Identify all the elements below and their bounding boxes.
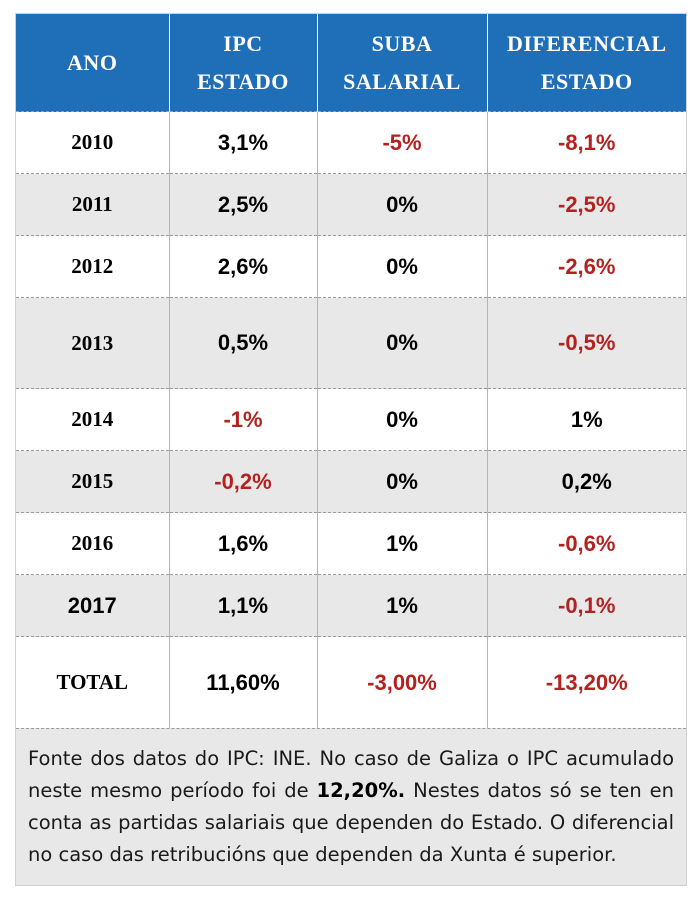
suba-cell: -5% [316, 111, 487, 174]
data-table-container: ANO IPC ESTADO SUBA SALARIAL DIFERENCIAL ES… [15, 13, 687, 886]
year-cell: 2012 [16, 235, 169, 298]
note-highlight: 12,20%. [316, 779, 406, 802]
diferencial-cell: -0,6% [486, 512, 686, 575]
year-cell: 2016 [16, 512, 169, 575]
ipc-cell: -0,2% [168, 450, 317, 513]
year-cell: 2010 [16, 111, 169, 174]
table-row: 2016 1,6% 1% -0,6% [16, 512, 686, 575]
header-label: SUBA [371, 30, 433, 56]
total-ipc-cell: 11,60% [168, 636, 317, 728]
diferencial-cell: 0,2% [486, 450, 686, 513]
header-label: SALARIAL [343, 68, 461, 94]
diferencial-cell: -8,1% [486, 111, 686, 174]
suba-cell: 0% [316, 297, 487, 389]
ipc-cell: 2,6% [168, 235, 317, 298]
table-row: 2012 2,6% 0% -2,6% [16, 235, 686, 298]
ipc-cell: 1,1% [168, 574, 317, 637]
diferencial-cell: -0,5% [486, 297, 686, 389]
year-cell: 2015 [16, 450, 169, 513]
total-diferencial-cell: -13,20% [486, 636, 686, 728]
note-text-part2: Nestes datos só se ten en conta as parti… [28, 779, 674, 866]
header-label: IPC [223, 30, 263, 56]
note-text-part1: Fonte dos datos do IPC: INE. No caso de … [28, 747, 674, 802]
header-suba: SUBA SALARIAL [316, 14, 487, 112]
table-row: 2015 -0,2% 0% 0,2% [16, 450, 686, 513]
total-suba-cell: -3,00% [316, 636, 487, 728]
header-diferencial: DIFERENCIAL ESTADO [486, 14, 686, 112]
header-label: DIFERENCIAL [506, 30, 667, 56]
header-ipc: IPC ESTADO [168, 14, 317, 112]
year-cell: 2017 [16, 574, 169, 637]
table-row: 2014 -1% 0% 1% [16, 388, 686, 451]
suba-cell: 1% [316, 574, 487, 637]
diferencial-cell: -2,5% [486, 173, 686, 236]
ipc-cell: 2,5% [168, 173, 317, 236]
year-cell: 2011 [16, 173, 169, 236]
suba-cell: 0% [316, 235, 487, 298]
ipc-table: ANO IPC ESTADO SUBA SALARIAL DIFERENCIAL ES… [16, 14, 686, 728]
suba-cell: 0% [316, 173, 487, 236]
header-label: ANO [67, 49, 118, 75]
year-cell: 2014 [16, 388, 169, 451]
table-row: 2013 0,5% 0% -0,5% [16, 297, 686, 389]
ipc-cell: 1,6% [168, 512, 317, 575]
ipc-cell: 3,1% [168, 111, 317, 174]
source-note: Fonte dos datos do IPC: INE. No caso de … [16, 728, 686, 885]
total-row: TOTAL 11,60% -3,00% -13,20% [16, 636, 686, 728]
diferencial-cell: -2,6% [486, 235, 686, 298]
header-label: ESTADO [197, 68, 289, 94]
suba-cell: 0% [316, 388, 487, 451]
year-cell: 2013 [16, 297, 169, 389]
suba-cell: 1% [316, 512, 487, 575]
suba-cell: 0% [316, 450, 487, 513]
table-row: 2010 3,1% -5% -8,1% [16, 111, 686, 174]
table-row: 2017 1,1% 1% -0,1% [16, 574, 686, 637]
table-row: 2011 2,5% 0% -2,5% [16, 173, 686, 236]
table-header-row: ANO IPC ESTADO SUBA SALARIAL DIFERENCIAL ES… [16, 14, 686, 112]
header-ano: ANO [16, 14, 169, 112]
diferencial-cell: -0,1% [486, 574, 686, 637]
header-label: ESTADO [540, 68, 633, 94]
ipc-cell: 0,5% [168, 297, 317, 389]
diferencial-cell: 1% [486, 388, 686, 451]
total-label: TOTAL [16, 636, 169, 728]
ipc-cell: -1% [168, 388, 317, 451]
